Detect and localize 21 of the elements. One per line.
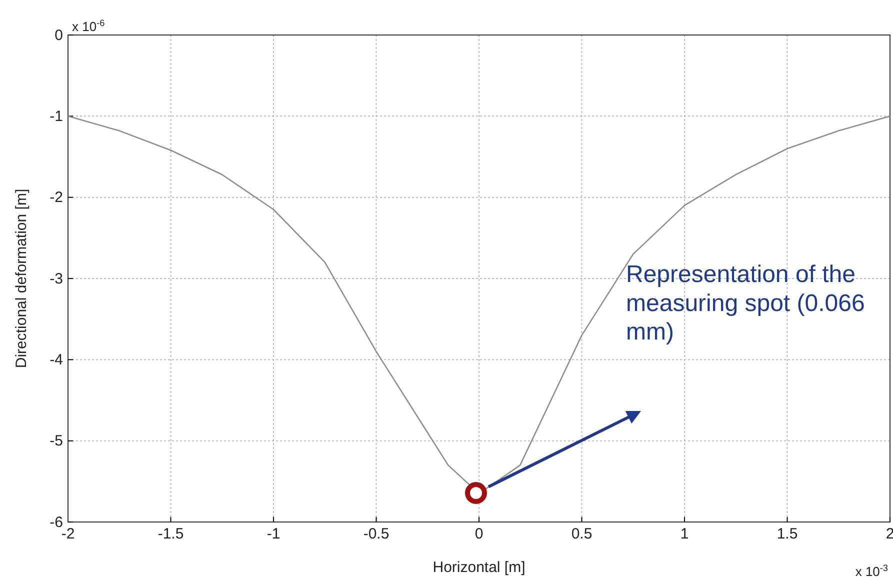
x-tick-label: 0 xyxy=(474,526,484,542)
y-tick-label: -6 xyxy=(50,514,63,531)
x-tick-label: -1 xyxy=(266,526,280,542)
x-tick-label: 1 xyxy=(680,526,689,542)
y-axis-title: Directional deformation [m] xyxy=(13,188,30,368)
annotation: Representation of the measuring spot (0.066 mm) xyxy=(626,261,865,346)
x-tick-label: 0.5 xyxy=(571,526,592,542)
x-tick-label: -2 xyxy=(61,526,75,542)
y-tick-label: -1 xyxy=(50,108,63,125)
x-tick-label: -1.5 xyxy=(158,526,184,542)
y-tick-label: 0 xyxy=(54,26,63,44)
text: x 10$^{-6}$ xyxy=(72,18,105,34)
y-tick-label: -5 xyxy=(50,432,63,450)
x-tick-label: -0.5 xyxy=(363,526,390,542)
x-tick-label: 2 xyxy=(886,526,893,542)
y-tick-label: -2 xyxy=(50,189,63,206)
y-tick-label: -3 xyxy=(50,270,63,288)
y-tick-label: -4 xyxy=(50,351,63,368)
x-axis-title: Horizontal [m] xyxy=(432,559,526,576)
x-tick-label: 1.5 xyxy=(776,526,798,542)
text: x 10$^{-3}$ xyxy=(855,563,888,579)
